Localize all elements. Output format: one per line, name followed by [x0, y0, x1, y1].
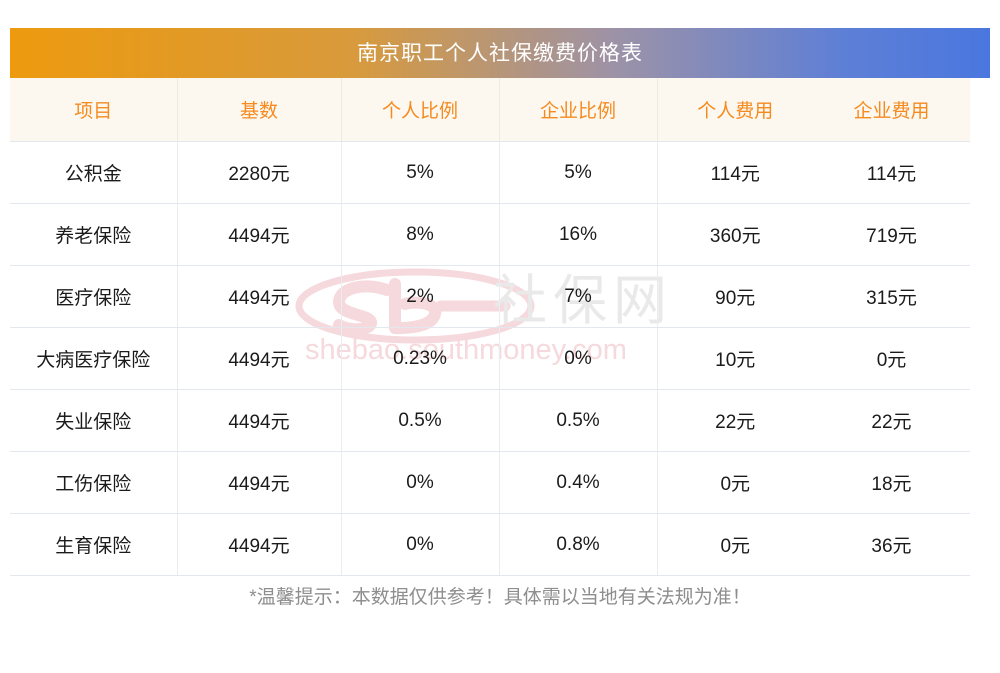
table-title-bar: 南京职工个人社保缴费价格表	[10, 28, 990, 78]
cell-base: 2280元	[177, 141, 342, 204]
cell-base: 4494元	[177, 327, 342, 390]
table-row: 公积金 2280元 5% 5% 114元 114元	[10, 141, 970, 204]
cell-item: 大病医疗保险	[10, 327, 178, 390]
cell-personal-fee: 0元	[657, 513, 813, 576]
cell-personal-rate: 5%	[341, 141, 500, 204]
column-header-personal-rate: 个人比例	[341, 78, 500, 142]
cell-item: 养老保险	[10, 203, 178, 266]
cell-company-rate: 7%	[499, 265, 658, 328]
cell-item: 医疗保险	[10, 265, 178, 328]
cell-company-fee: 315元	[813, 265, 970, 328]
cell-company-fee: 36元	[813, 513, 970, 576]
cell-base: 4494元	[177, 203, 342, 266]
social-insurance-price-table: 项目 基数 个人比例 企业比例 个人费用 企业费用 公积金 2280元 5% 5…	[10, 78, 970, 576]
cell-personal-rate: 0%	[341, 451, 500, 514]
cell-personal-fee: 10元	[657, 327, 813, 390]
cell-company-rate: 5%	[499, 141, 658, 204]
cell-company-fee: 114元	[813, 141, 970, 204]
column-header-base: 基数	[177, 78, 342, 142]
page-title: 南京职工个人社保缴费价格表	[357, 41, 643, 65]
cell-item: 工伤保险	[10, 451, 178, 514]
cell-company-rate: 0.4%	[499, 451, 658, 514]
table-row: 失业保险 4494元 0.5% 0.5% 22元 22元	[10, 389, 970, 452]
table-row: 养老保险 4494元 8% 16% 360元 719元	[10, 203, 970, 266]
column-header-personal-fee: 个人费用	[657, 78, 813, 142]
cell-personal-rate: 0.5%	[341, 389, 500, 452]
column-header-company-fee: 企业费用	[813, 78, 970, 142]
cell-company-fee: 719元	[813, 203, 970, 266]
table-row: 医疗保险 4494元 2% 7% 90元 315元	[10, 265, 970, 328]
table-row: 生育保险 4494元 0% 0.8% 0元 36元	[10, 513, 970, 576]
cell-personal-rate: 2%	[341, 265, 500, 328]
cell-personal-fee: 114元	[657, 141, 813, 204]
cell-personal-fee: 360元	[657, 203, 813, 266]
cell-base: 4494元	[177, 513, 342, 576]
table-row: 大病医疗保险 4494元 0.23% 0% 10元 0元	[10, 327, 970, 390]
cell-company-fee: 18元	[813, 451, 970, 514]
cell-company-rate: 0%	[499, 327, 658, 390]
cell-personal-fee: 90元	[657, 265, 813, 328]
cell-company-rate: 0.5%	[499, 389, 658, 452]
cell-item: 失业保险	[10, 389, 178, 452]
cell-company-fee: 0元	[813, 327, 970, 390]
cell-base: 4494元	[177, 451, 342, 514]
cell-base: 4494元	[177, 389, 342, 452]
cell-personal-rate: 8%	[341, 203, 500, 266]
table-header: 项目 基数 个人比例 企业比例 个人费用 企业费用	[10, 78, 970, 142]
cell-company-fee: 22元	[813, 389, 970, 452]
footer-disclaimer: *温馨提示：本数据仅供参考！具体需以当地有关法规为准！	[249, 587, 751, 608]
cell-personal-rate: 0%	[341, 513, 500, 576]
cell-personal-fee: 22元	[657, 389, 813, 452]
cell-item: 公积金	[10, 141, 178, 204]
column-header-company-rate: 企业比例	[499, 78, 658, 142]
table-header-row: 项目 基数 个人比例 企业比例 个人费用 企业费用	[10, 78, 970, 142]
table-row: 工伤保险 4494元 0% 0.4% 0元 18元	[10, 451, 970, 514]
cell-item: 生育保险	[10, 513, 178, 576]
cell-company-rate: 16%	[499, 203, 658, 266]
cell-base: 4494元	[177, 265, 342, 328]
cell-personal-rate: 0.23%	[341, 327, 500, 390]
column-header-item: 项目	[10, 78, 178, 142]
cell-personal-fee: 0元	[657, 451, 813, 514]
cell-company-rate: 0.8%	[499, 513, 658, 576]
table-body: 公积金 2280元 5% 5% 114元 114元 养老保险 4494元 8% …	[10, 141, 970, 576]
